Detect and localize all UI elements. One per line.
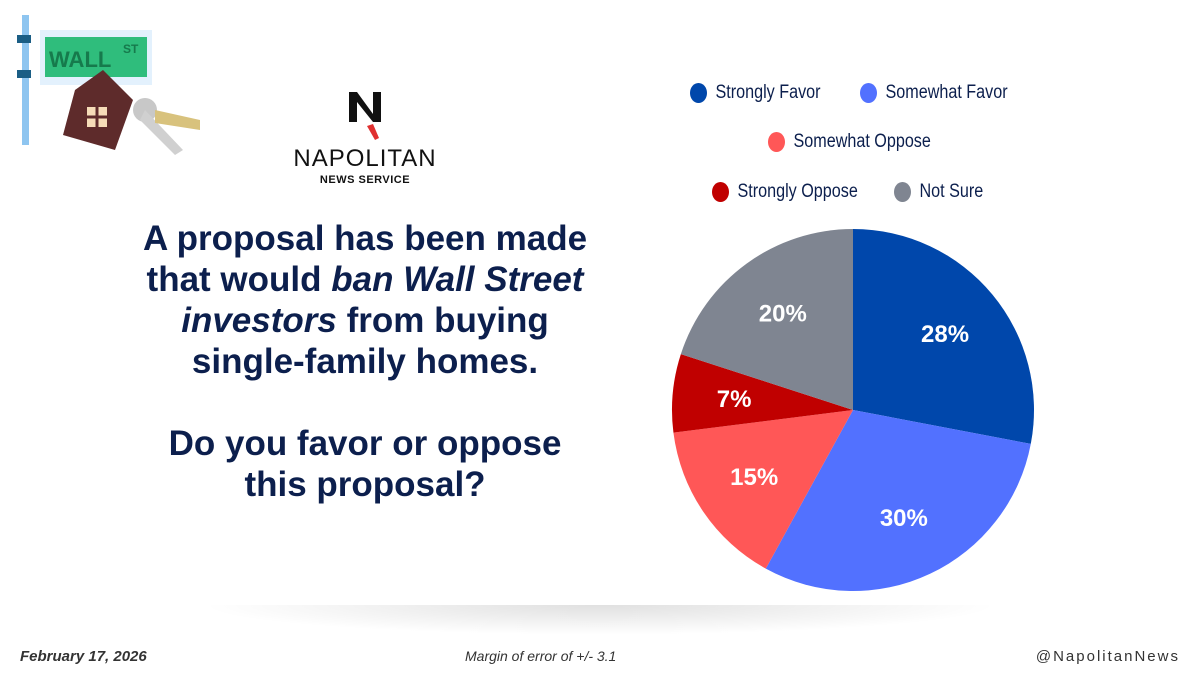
pie-data-label: 30% (880, 505, 928, 532)
legend-swatch (690, 83, 707, 103)
legend-label: Somewhat Oppose (793, 131, 931, 152)
pie-slice-not-sure (680, 229, 853, 410)
footer-margin: Margin of error of +/- 3.1 (465, 648, 617, 664)
svg-text:ST: ST (123, 42, 139, 56)
question-line: this proposal? (244, 465, 486, 504)
emphasis: investors (181, 301, 337, 340)
legend-label: Strongly Favor (715, 82, 821, 103)
legend-swatch (860, 83, 877, 103)
question-line: Do you favor or oppose (168, 424, 562, 463)
legend-swatch (768, 132, 785, 152)
legend-not-sure: Not Sure (894, 181, 983, 203)
pie-data-label: 7% (717, 386, 752, 413)
pie-slice-strongly-favor (853, 229, 1034, 444)
svg-text:WALL: WALL (49, 47, 111, 72)
pie-data-label: 20% (759, 300, 807, 327)
logo-name: NAPOLITAN (293, 145, 437, 172)
question-line: A proposal has been made (142, 219, 588, 258)
chart-shadow (200, 605, 1000, 635)
legend-somewhat-oppose: Somewhat Oppose (768, 131, 931, 153)
legend-swatch (712, 182, 729, 202)
pie-slice-strongly-oppose (672, 354, 853, 433)
legend-strongly-oppose: Strongly Oppose (712, 181, 858, 203)
legend-label: Strongly Oppose (737, 181, 858, 202)
legend-label: Somewhat Favor (885, 82, 1008, 103)
legend-strongly-favor: Strongly Favor (690, 82, 821, 104)
legend-somewhat-favor: Somewhat Favor (860, 82, 1008, 104)
question-line: that would ban Wall Street (80, 259, 650, 300)
text: that would (146, 260, 332, 299)
pie-slice-somewhat-oppose (673, 410, 853, 569)
pie-data-label: 15% (730, 464, 778, 491)
pie-slice-somewhat-favor (765, 410, 1031, 592)
footer-handle: @NapolitanNews (1035, 648, 1180, 665)
footer-date: February 17, 2026 (20, 648, 147, 665)
question-text: A proposal has been made that would ban … (80, 218, 650, 505)
logo-subtitle: NEWS SERVICE (319, 174, 411, 186)
text: from buying (336, 301, 549, 340)
pie-data-label: 28% (921, 321, 969, 348)
wall-street-illustration: WALL ST (15, 15, 205, 160)
emphasis: ban Wall Street (331, 260, 584, 299)
logo-mark-icon (349, 92, 381, 140)
legend-label: Not Sure (919, 181, 984, 202)
legend-swatch (894, 182, 911, 202)
question-line: single-family homes. (191, 342, 539, 381)
napolitan-logo: NAPOLITAN NEWS SERVICE (290, 92, 440, 187)
question-line: investors from buying (80, 300, 650, 341)
